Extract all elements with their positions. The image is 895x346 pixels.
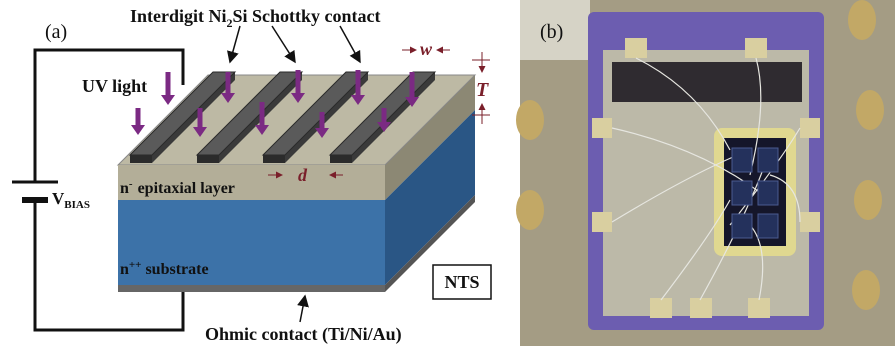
uv-arrow-shaft [320, 112, 325, 129]
ohmic-label: Ohmic contact (Ti/Ni/Au) [205, 324, 402, 345]
uv-label: UV light [82, 76, 147, 96]
label-part: Interdigit Ni [130, 6, 227, 26]
bond-pad [690, 298, 712, 318]
bond-pad [800, 118, 820, 138]
pin [516, 190, 544, 230]
die-cell [758, 148, 778, 172]
pointer [340, 26, 360, 62]
width-symbol: w [420, 39, 433, 59]
uv-arrow-shaft [260, 102, 265, 126]
pointer [230, 26, 240, 62]
bond-pad [800, 212, 820, 232]
uv-arrow-shaft [356, 70, 361, 96]
label-subscript: BIAS [64, 199, 90, 211]
label-part: n [120, 261, 129, 278]
uv-arrow-head [131, 125, 145, 135]
die-cell [758, 181, 778, 205]
panel-a: (a) Interdigit Ni2Si Schottky contact w … [12, 6, 491, 345]
epi-label: n-epitaxial layer [120, 178, 235, 197]
thickness-symbol: T [476, 79, 489, 101]
bond-pad [592, 212, 612, 232]
pin [848, 0, 876, 40]
label-part: V [52, 189, 65, 208]
pin [856, 90, 884, 130]
uv-arrow-shaft [296, 70, 301, 94]
finger-front [130, 155, 152, 163]
finger-front [263, 155, 285, 163]
pointer [300, 296, 305, 322]
pin [516, 100, 544, 140]
panel-b: (b) [516, 0, 895, 346]
bond-pad [745, 38, 767, 58]
pointer [272, 26, 295, 62]
uv-arrow-head [161, 95, 175, 105]
uv-arrow-shaft [198, 108, 203, 128]
bond-pad [625, 38, 647, 58]
die-cell [732, 214, 752, 238]
uv-arrow-shaft [226, 72, 231, 94]
label-superscript: ++ [129, 259, 142, 271]
label-superscript: - [129, 178, 133, 190]
contact-label: Interdigit Ni2Si Schottky contact [130, 6, 381, 30]
uv-arrow-shaft [382, 108, 387, 123]
pin [854, 180, 882, 220]
bond-pad [748, 298, 770, 318]
figure: (a) Interdigit Ni2Si Schottky contact w … [0, 0, 895, 346]
die-cell [732, 181, 752, 205]
die-cell [732, 148, 752, 172]
finger-front [330, 155, 352, 163]
uv-arrow-shaft [166, 72, 171, 96]
panel-label: (b) [540, 21, 563, 43]
label-part: substrate [145, 261, 208, 278]
panel-label: (a) [45, 21, 67, 43]
pin [852, 270, 880, 310]
spacing-symbol: d [298, 165, 308, 185]
ohmic-front [118, 285, 385, 292]
badge: NTS [444, 272, 479, 292]
bond-pad [592, 118, 612, 138]
cavity-slot [612, 62, 802, 102]
bond-pad [650, 298, 672, 318]
bias-label: VBIAS [52, 189, 90, 211]
label-part: n [120, 180, 129, 197]
label-part: epitaxial layer [138, 180, 235, 197]
die-cell [758, 214, 778, 238]
uv-arrow-shaft [136, 108, 141, 126]
uv-arrow-shaft [410, 72, 415, 98]
label-part: Si Schottky contact [233, 6, 381, 26]
finger-front [197, 155, 219, 163]
